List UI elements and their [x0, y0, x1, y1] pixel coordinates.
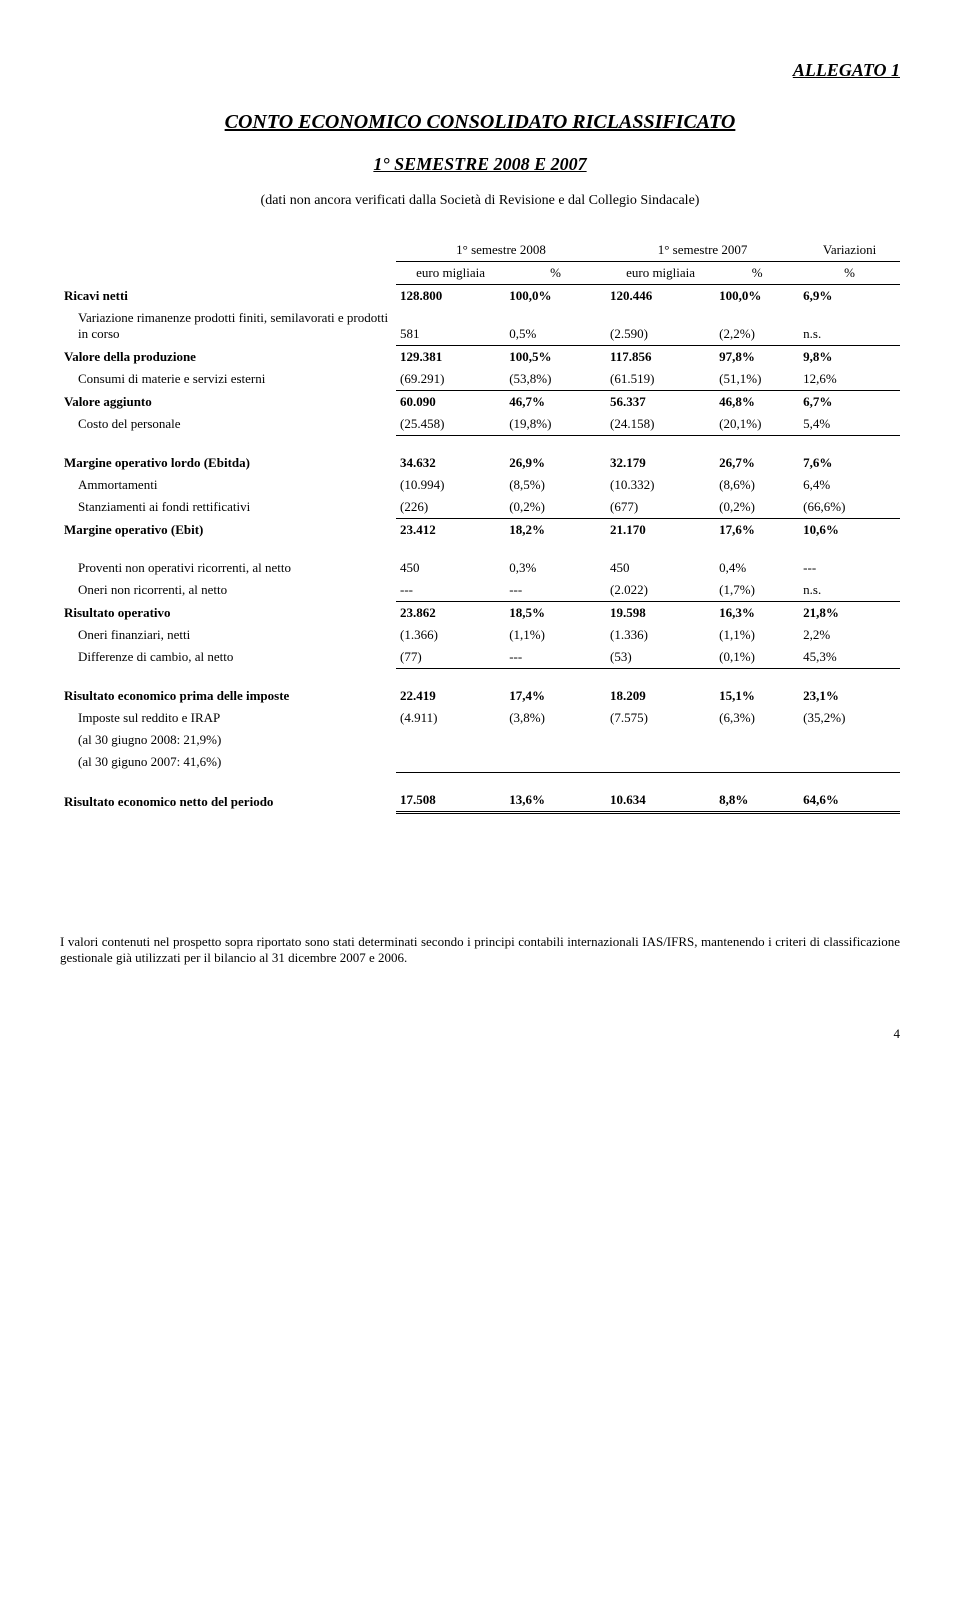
row-consumi: Consumi di materie e servizi esterni (69… [60, 368, 900, 391]
row-valore-produzione: Valore della produzione 129.381 100,5% 1… [60, 345, 900, 368]
document-subtitle: 1° SEMESTRE 2008 E 2007 [60, 154, 900, 175]
row-risultato-netto: Risultato economico netto del periodo 17… [60, 789, 900, 813]
row-risultato-prima-imposte: Risultato economico prima delle imposte … [60, 685, 900, 707]
row-imposte-note2: (al 30 giguno 2007: 41,6%) [60, 751, 900, 773]
page-number: 4 [60, 1026, 900, 1042]
row-ebit: Margine operativo (Ebit) 23.412 18,2% 21… [60, 518, 900, 541]
row-risultato-operativo: Risultato operativo 23.862 18,5% 19.598 … [60, 601, 900, 624]
row-ebitda: Margine operativo lordo (Ebitda) 34.632 … [60, 452, 900, 474]
row-valore-aggiunto: Valore aggiunto 60.090 46,7% 56.337 46,8… [60, 390, 900, 413]
row-stanziamenti: Stanziamenti ai fondi rettificativi (226… [60, 496, 900, 519]
row-differenze-cambio: Differenze di cambio, al netto (77) --- … [60, 646, 900, 669]
col-pct-1: % [505, 262, 606, 285]
col-header-period2: 1° semestre 2007 [606, 239, 799, 262]
col-unit-2: euro migliaia [606, 262, 715, 285]
col-unit-1: euro migliaia [396, 262, 505, 285]
row-proventi: Proventi non operativi ricorrenti, al ne… [60, 557, 900, 579]
col-pct-2: % [715, 262, 799, 285]
col-header-period1: 1° semestre 2008 [396, 239, 606, 262]
income-statement-table: 1° semestre 2008 1° semestre 2007 Variaz… [60, 239, 900, 814]
document-title: CONTO ECONOMICO CONSOLIDATO RICLASSIFICA… [60, 111, 900, 134]
row-imposte: Imposte sul reddito e IRAP (4.911) (3,8%… [60, 707, 900, 729]
row-oneri-non-ricorrenti: Oneri non ricorrenti, al netto --- --- (… [60, 579, 900, 602]
row-imposte-note1: (al 30 giugno 2008: 21,9%) [60, 729, 900, 751]
row-costo-personale: Costo del personale (25.458) (19,8%) (24… [60, 413, 900, 436]
col-header-var: Variazioni [799, 239, 900, 262]
row-rimanenze: Variazione rimanenze prodotti finiti, se… [60, 307, 900, 345]
verification-note: (dati non ancora verificati dalla Societ… [60, 193, 900, 209]
header-tag: ALLEGATO 1 [60, 60, 900, 81]
row-ricavi-netti: Ricavi netti 128.800 100,0% 120.446 100,… [60, 285, 900, 308]
col-pct-3: % [799, 262, 900, 285]
footnote: I valori contenuti nel prospetto sopra r… [60, 934, 900, 966]
row-ammortamenti: Ammortamenti (10.994) (8,5%) (10.332) (8… [60, 474, 900, 496]
row-oneri-finanziari: Oneri finanziari, netti (1.366) (1,1%) (… [60, 624, 900, 646]
